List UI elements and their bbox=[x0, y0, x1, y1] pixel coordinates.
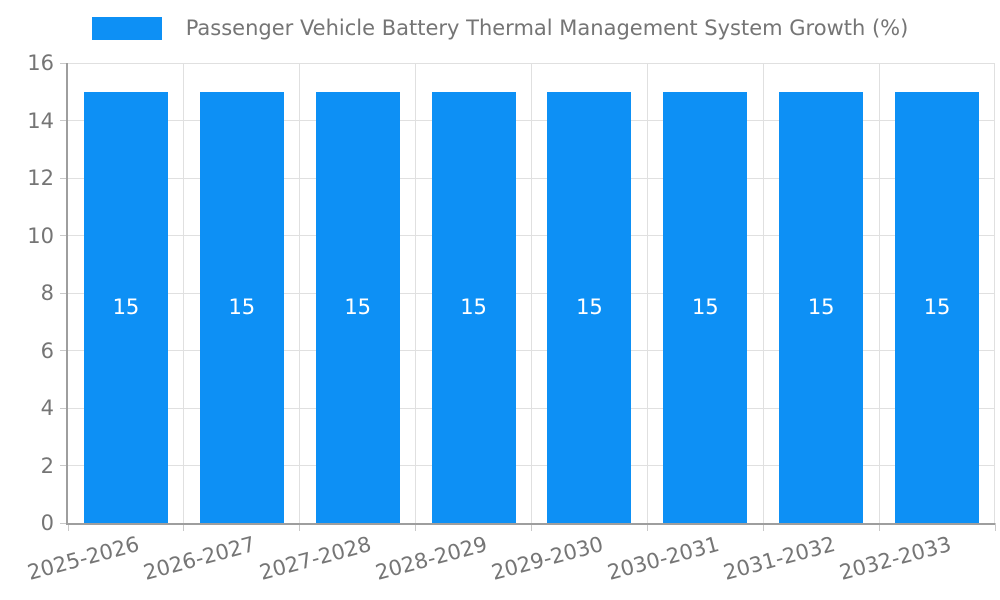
v-gridline bbox=[531, 63, 532, 523]
x-tick-label: 2032-2033 bbox=[836, 532, 954, 585]
x-tick-label: 2031-2032 bbox=[720, 532, 838, 585]
bar bbox=[315, 91, 400, 523]
v-gridline bbox=[299, 63, 301, 523]
plot-area: 0 2 4 6 8 10 12 14 16 15 2025-2026 15 2026-2027 15 202… bbox=[25, 51, 996, 585]
x-tick-label: 2027-2028 bbox=[257, 532, 374, 585]
bar bbox=[83, 91, 168, 523]
bar-value-label: 15 bbox=[460, 295, 487, 320]
v-gridline bbox=[878, 63, 880, 523]
bar-value-label: 15 bbox=[576, 295, 603, 320]
v-gridline bbox=[762, 63, 764, 523]
bar bbox=[663, 91, 748, 523]
x-tick-mark bbox=[762, 523, 764, 531]
y-tick-label: 6 bbox=[40, 338, 54, 363]
bar-value-label: 15 bbox=[691, 295, 719, 320]
x-tick-label: 2029-2030 bbox=[488, 532, 606, 585]
bar bbox=[779, 91, 864, 523]
x-tick-mark bbox=[646, 523, 648, 531]
x-tick-mark bbox=[994, 523, 996, 531]
bar-value-label: 15 bbox=[112, 295, 140, 320]
y-tick-mark bbox=[60, 465, 68, 466]
y-tick-mark bbox=[60, 235, 68, 236]
y-axis-line bbox=[66, 63, 68, 523]
y-tick-label: 10 bbox=[27, 223, 54, 248]
v-gridline bbox=[993, 63, 995, 523]
legend-color-swatch bbox=[91, 16, 162, 40]
v-gridline bbox=[183, 63, 185, 523]
y-tick-mark bbox=[60, 522, 68, 524]
bar-value-label: 15 bbox=[228, 295, 256, 320]
y-tick-label: 16 bbox=[27, 51, 54, 75]
y-tick-label: 14 bbox=[27, 108, 54, 133]
v-gridline bbox=[415, 63, 417, 523]
x-tick-mark bbox=[299, 523, 301, 531]
bar bbox=[547, 91, 632, 523]
y-tick-label: 8 bbox=[40, 281, 54, 305]
x-tick-mark bbox=[183, 523, 185, 531]
x-tick-mark bbox=[67, 523, 69, 531]
y-tick-label: 0 bbox=[40, 511, 54, 535]
bar bbox=[431, 91, 516, 523]
y-tick-label: 2 bbox=[40, 453, 54, 478]
x-tick-label: 2025-2026 bbox=[25, 532, 143, 585]
bar-value-label: 15 bbox=[923, 295, 951, 320]
x-tick-label: 2028-2029 bbox=[372, 532, 490, 585]
bar-value-label: 15 bbox=[344, 295, 372, 320]
bar bbox=[895, 91, 980, 523]
bar bbox=[199, 91, 284, 523]
y-tick-label: 4 bbox=[40, 396, 54, 420]
v-gridline bbox=[646, 63, 648, 523]
x-tick-label: 2030-2031 bbox=[604, 532, 722, 585]
legend-label: Passenger Vehicle Battery Thermal Manage… bbox=[185, 16, 909, 40]
chart-legend: Passenger Vehicle Battery Thermal Manage… bbox=[0, 16, 1000, 40]
y-tick-mark bbox=[60, 407, 68, 409]
x-tick-mark bbox=[531, 523, 532, 531]
x-tick-mark bbox=[415, 523, 417, 531]
x-axis-line bbox=[66, 523, 995, 525]
x-tick-mark bbox=[878, 523, 880, 531]
y-tick-label: 12 bbox=[27, 166, 54, 190]
y-tick-mark bbox=[60, 177, 68, 179]
x-tick-label: 2026-2027 bbox=[141, 532, 259, 585]
y-tick-mark bbox=[60, 62, 68, 64]
bar-value-label: 15 bbox=[807, 295, 835, 320]
y-tick-mark bbox=[60, 350, 68, 351]
y-tick-mark bbox=[60, 120, 68, 121]
y-tick-mark bbox=[60, 292, 68, 294]
